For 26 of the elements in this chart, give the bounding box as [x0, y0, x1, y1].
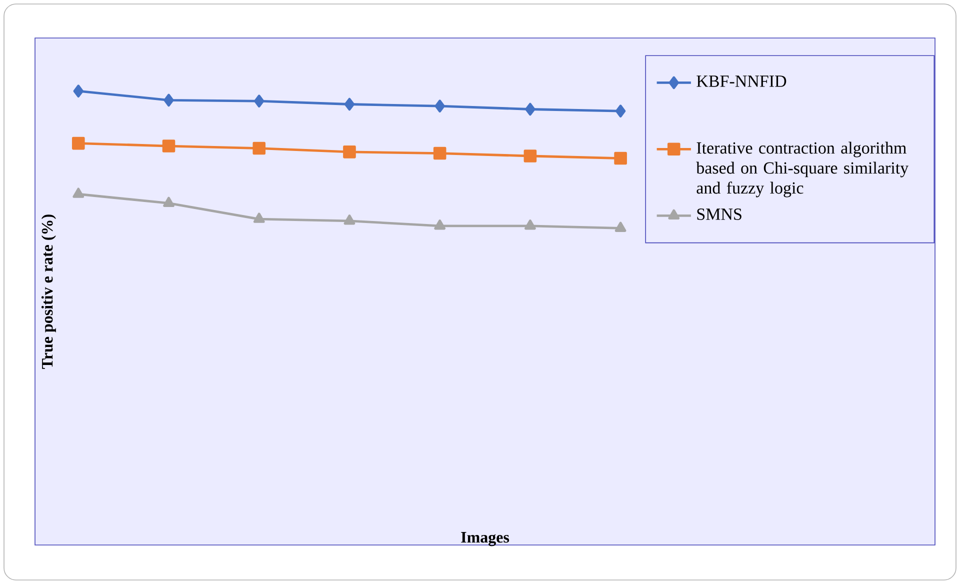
- y-axis-title: True positiv e rate (%): [41, 214, 56, 369]
- point: [615, 104, 626, 118]
- point: [163, 196, 174, 208]
- point: [72, 136, 85, 150]
- point: [252, 142, 266, 155]
- point: [344, 98, 355, 111]
- point: [162, 140, 176, 152]
- point: [525, 102, 536, 116]
- point: [344, 214, 356, 225]
- point: [343, 146, 356, 158]
- point: [614, 222, 626, 232]
- point: [434, 220, 446, 230]
- legend-label: Iterative contraction algorithm based on Chi-square similarity and fuzzy logic: [696, 142, 909, 198]
- point: [253, 212, 265, 223]
- point: [524, 150, 537, 162]
- point: [73, 84, 84, 98]
- x-axis-title: Images: [461, 532, 510, 546]
- point: [254, 94, 264, 108]
- legend-label: KBF-NNFID: [696, 76, 786, 87]
- point: [72, 188, 84, 198]
- point: [614, 152, 627, 165]
- legend-label: SMNS: [697, 208, 742, 220]
- point: [164, 94, 174, 107]
- point: [524, 220, 536, 230]
- point: [433, 146, 446, 160]
- point: [434, 100, 445, 112]
